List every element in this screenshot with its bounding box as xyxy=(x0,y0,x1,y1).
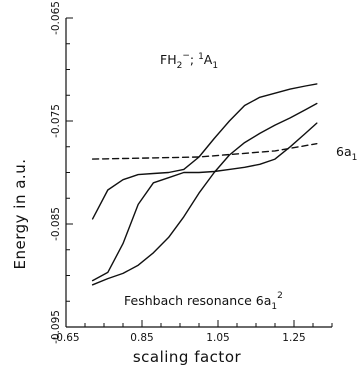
y-tick-label: -0.075 xyxy=(50,104,62,138)
series xyxy=(91,83,318,286)
x-axis-title: scaling factor xyxy=(133,348,242,366)
y-tick-label: -0.065 xyxy=(50,1,62,35)
series-line-3 xyxy=(91,102,318,286)
molecule-state-label: FH2−; 1A1 xyxy=(160,51,218,71)
x-tick-label: 1.05 xyxy=(206,332,229,344)
resonance-label: Feshbach resonance 6a12 xyxy=(124,291,283,312)
series-line-dashed xyxy=(91,143,318,160)
ticks: -0.65 0.85 1.05 1.25 -0.065 -0.075 -0.085 -0.09… xyxy=(50,1,333,344)
dashed-series-label: 6a1 xyxy=(336,144,357,163)
y-tick-label: -0.085 xyxy=(50,207,62,241)
series-line-1 xyxy=(91,83,318,220)
x-tick-label: 1.25 xyxy=(282,332,305,344)
y-tick-label: -0.095 xyxy=(50,310,62,344)
x-tick-label: 0.85 xyxy=(130,332,153,344)
y-axis-title: Energy in a.u. xyxy=(11,159,29,270)
series-line-2 xyxy=(91,122,318,282)
x-tick-label: -0.65 xyxy=(52,332,79,344)
